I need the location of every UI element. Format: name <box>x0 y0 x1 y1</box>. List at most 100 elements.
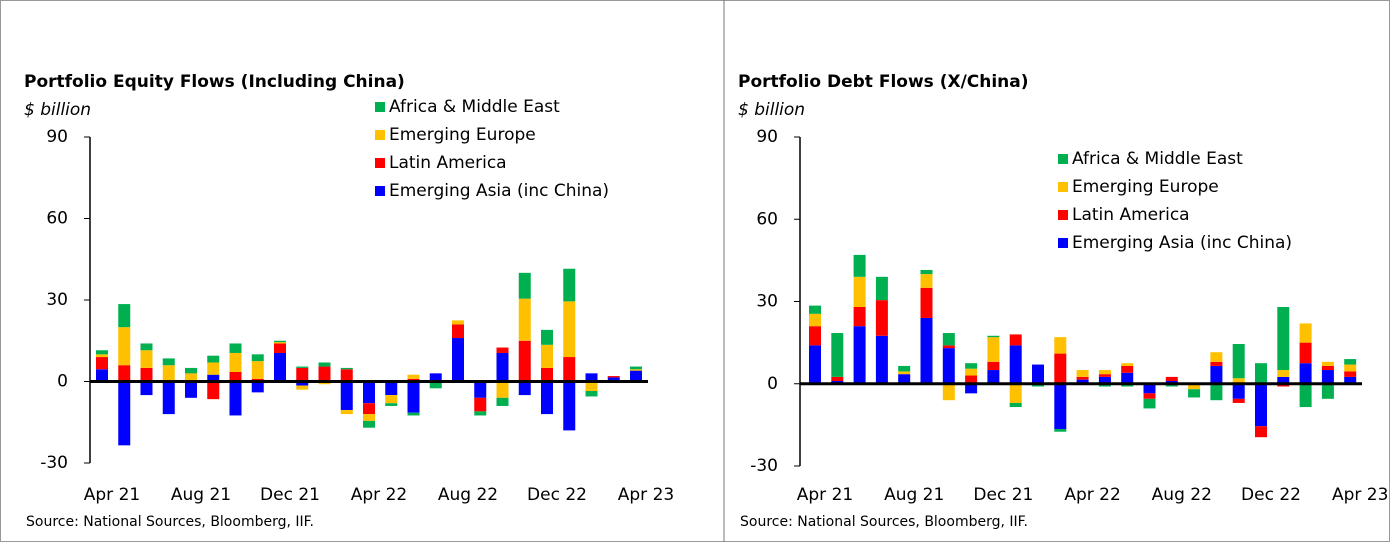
bar-segment <box>987 370 1000 384</box>
bar-segment <box>229 381 242 416</box>
bar-segment <box>853 326 866 384</box>
bar-segment <box>429 381 442 389</box>
y-tick-label: 30 <box>756 292 778 312</box>
bar-segment <box>965 383 978 394</box>
bar-segment <box>518 272 531 299</box>
bar-segment <box>496 347 509 353</box>
bar-segment <box>1299 342 1312 364</box>
bar-segment <box>385 381 398 396</box>
bar-segment <box>207 362 220 375</box>
bar-segment <box>1098 370 1111 375</box>
bar-segment <box>1054 353 1067 384</box>
bar-segment <box>1121 363 1134 366</box>
bar-segment <box>1210 361 1223 366</box>
bar-segment <box>965 368 978 376</box>
legend-label: Emerging Asia (inc China) <box>389 181 609 201</box>
bar-segment <box>118 365 131 382</box>
bar-segment <box>1098 374 1111 377</box>
bar-segment <box>1255 363 1267 384</box>
chart-title: Portfolio Debt Flows (X/China) <box>738 72 1029 92</box>
bar-segment <box>207 381 220 400</box>
x-tick-label: Apr 23 <box>1332 485 1388 505</box>
bar-segment <box>1255 426 1267 438</box>
bar-segment <box>1210 383 1223 401</box>
x-tick-label: Dec 21 <box>260 485 320 505</box>
bar-segment <box>518 340 531 382</box>
bar-segment <box>1143 398 1156 409</box>
x-tick-label: Aug 22 <box>1152 485 1212 505</box>
bar-segment <box>541 367 553 382</box>
bar-segment <box>1143 393 1156 399</box>
bar-segment <box>809 326 821 346</box>
bar-segment <box>875 276 888 301</box>
bar-segment <box>318 366 331 382</box>
bar-segment <box>563 381 576 431</box>
bar-segment <box>607 376 620 378</box>
bar-segment <box>1321 370 1334 384</box>
bar-segment <box>563 301 576 358</box>
bar-segment <box>251 381 264 393</box>
bar-segment <box>452 324 464 339</box>
bar-segment <box>1143 383 1156 394</box>
bar-segment <box>140 381 153 396</box>
bar-segment <box>140 343 153 351</box>
source: Source: National Sources, Bloomberg, IIF… <box>26 514 314 530</box>
bar-segment <box>541 344 553 368</box>
bar-segment <box>1232 398 1245 403</box>
bar-segment <box>162 358 175 366</box>
bar-segment <box>942 348 955 384</box>
bar-segment <box>1054 428 1067 432</box>
bar-segment <box>585 391 598 397</box>
bar-segment <box>1188 389 1201 398</box>
legend-label: Emerging Europe <box>389 125 536 145</box>
bar-segment <box>496 352 509 382</box>
legend-label: Latin America <box>1072 205 1190 225</box>
legend-swatch <box>1058 210 1068 220</box>
bar-segment <box>898 371 911 375</box>
bar-segment <box>965 375 978 384</box>
bar-segment <box>1032 364 1044 384</box>
bar-segment <box>296 381 309 386</box>
bar-segment <box>875 300 888 336</box>
x-tick-label: Aug 21 <box>884 485 944 505</box>
bar-segment <box>229 371 242 382</box>
bar-segment <box>251 361 264 379</box>
x-tick-label: Apr 22 <box>351 485 407 505</box>
bar-segment <box>920 287 933 318</box>
bar-segment <box>207 374 220 382</box>
bar-segment <box>1299 383 1312 408</box>
bar-segment <box>1232 343 1245 379</box>
bar-segment <box>1076 376 1089 380</box>
bar-segment <box>1277 306 1290 371</box>
x-tick-label: Dec 21 <box>973 485 1033 505</box>
y-tick-label: -30 <box>750 456 778 476</box>
bar-segment <box>541 329 553 345</box>
bar-segment <box>942 383 955 401</box>
x-tick-label: Aug 22 <box>438 485 498 505</box>
bar-segment <box>363 403 375 415</box>
legend-swatch <box>375 186 385 196</box>
x-tick-label: Aug 21 <box>171 485 231 505</box>
bar-segment <box>1255 383 1267 427</box>
bar-segment <box>1299 363 1312 384</box>
bar-segment <box>518 298 531 341</box>
bar-segment <box>207 355 220 363</box>
bar-segment <box>185 367 197 374</box>
bar-segment <box>942 345 955 349</box>
bar-segment <box>452 338 464 382</box>
y-axis-label: $ billion <box>738 100 805 120</box>
bar-segment <box>853 306 866 327</box>
bar-segment <box>407 374 420 379</box>
bar-segment <box>185 373 197 382</box>
legend-swatch <box>1058 182 1068 192</box>
bar-segment <box>1121 372 1134 384</box>
bar-segment <box>251 354 264 362</box>
bar-segment <box>385 403 398 406</box>
x-tick-label: Dec 22 <box>527 485 587 505</box>
bar-segment <box>274 343 286 353</box>
legend-label: Africa & Middle East <box>389 97 560 117</box>
bar-segment <box>340 381 353 411</box>
legend-label: Africa & Middle East <box>1072 149 1243 169</box>
bar-segment <box>496 381 509 398</box>
